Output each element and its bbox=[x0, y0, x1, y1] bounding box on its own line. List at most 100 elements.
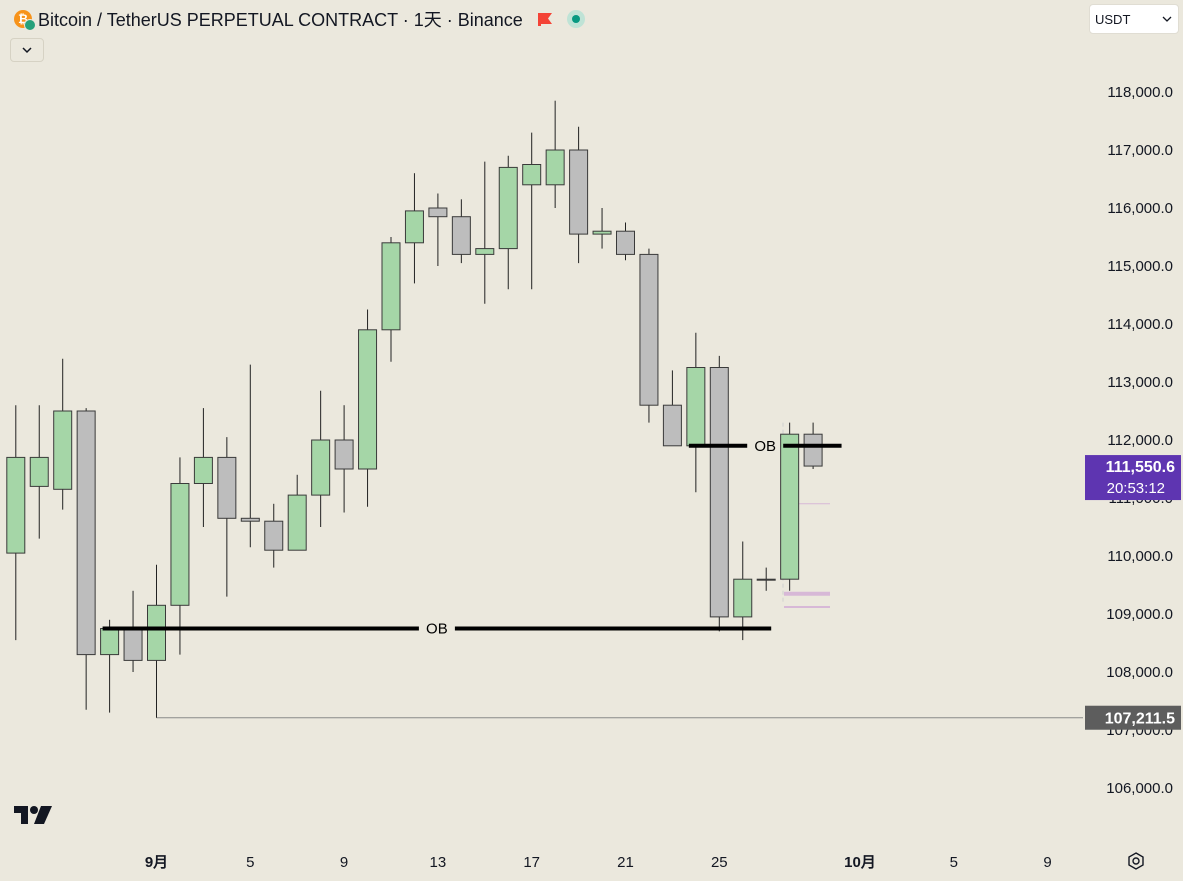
candle bbox=[358, 309, 378, 507]
time-tick-label: 9 bbox=[1043, 854, 1051, 871]
candle bbox=[616, 222, 635, 261]
price-tick-label: 108,000.0 bbox=[1106, 664, 1173, 681]
order-block-label: OB bbox=[426, 621, 448, 638]
candle-body bbox=[498, 166, 518, 250]
candle bbox=[147, 564, 166, 718]
tradingview-logo-icon[interactable] bbox=[14, 804, 52, 826]
time-tick-label: 13 bbox=[430, 854, 447, 871]
price-tick-label: 118,000.0 bbox=[1107, 84, 1173, 101]
price-tick-label: 116,000.0 bbox=[1107, 200, 1173, 217]
candle-body bbox=[217, 456, 237, 519]
candle-body bbox=[287, 494, 307, 551]
candle-body bbox=[358, 329, 378, 470]
time-axis[interactable]: 9月 5 9 13 17 21 25 10月 5 9 bbox=[145, 854, 1052, 871]
candles-layer bbox=[6, 100, 823, 718]
current-price-badge bbox=[1085, 455, 1181, 501]
collapse-legend-button[interactable] bbox=[10, 38, 44, 62]
candle-body bbox=[6, 456, 26, 554]
candle bbox=[6, 405, 26, 641]
candle bbox=[498, 155, 518, 290]
candle bbox=[522, 132, 542, 290]
candle bbox=[311, 390, 331, 527]
settings-icon[interactable] bbox=[1126, 851, 1146, 871]
price-tick-label: 113,000.0 bbox=[1107, 374, 1173, 391]
candle bbox=[569, 126, 589, 264]
candle bbox=[780, 422, 800, 591]
candle-body bbox=[53, 410, 73, 490]
candle-body bbox=[428, 207, 448, 218]
candle-body bbox=[100, 628, 120, 656]
candle-body bbox=[475, 248, 495, 255]
tether-icon bbox=[24, 19, 36, 31]
candle-body bbox=[733, 578, 753, 618]
candle-body bbox=[545, 149, 565, 186]
candle bbox=[662, 370, 682, 447]
price-axis[interactable]: 118,000.0 117,000.0 116,000.0 115,000.0 114,… bbox=[1106, 84, 1173, 797]
candle bbox=[123, 590, 143, 672]
time-tick-label: 21 bbox=[617, 854, 634, 871]
price-tick-label: 115,000.0 bbox=[1107, 258, 1173, 275]
candle-body bbox=[639, 253, 659, 406]
order-block-label: OB bbox=[754, 438, 776, 455]
candle-body bbox=[404, 210, 424, 244]
candle-body bbox=[29, 456, 49, 487]
time-tick-label: 9 bbox=[340, 854, 348, 871]
price-badges-layer: 111,550.6 20:53:12 107,211.5 bbox=[1085, 455, 1181, 730]
candle bbox=[545, 100, 565, 208]
chevron-down-icon bbox=[22, 47, 32, 54]
time-tick-label: 5 bbox=[950, 854, 958, 871]
candle-body bbox=[311, 439, 331, 496]
candle bbox=[170, 457, 190, 655]
chart-title[interactable]: Bitcoin / TetherUS PERPETUAL CONTRACT · … bbox=[38, 10, 523, 30]
time-tick-label: 5 bbox=[246, 854, 254, 871]
candle-body bbox=[780, 433, 800, 580]
candle bbox=[287, 474, 307, 551]
candle bbox=[475, 161, 495, 304]
candle-body bbox=[662, 404, 682, 447]
candle bbox=[29, 405, 49, 539]
candle-body bbox=[123, 628, 143, 661]
candle-body bbox=[616, 230, 635, 255]
candle bbox=[334, 405, 354, 513]
time-tick-label: 9月 bbox=[145, 854, 168, 871]
candle-body bbox=[522, 164, 542, 186]
order-block-layer: OB OB bbox=[102, 438, 842, 638]
candle bbox=[100, 619, 120, 713]
candle bbox=[733, 541, 753, 641]
candle-body bbox=[147, 604, 166, 661]
candle-body bbox=[264, 520, 284, 551]
candle bbox=[53, 358, 73, 510]
price-tick-label: 106,000.0 bbox=[1106, 780, 1173, 797]
price-tick-label: 112,000.0 bbox=[1107, 432, 1173, 449]
time-tick-label: 17 bbox=[523, 854, 540, 871]
time-tick-label: 25 bbox=[711, 854, 728, 871]
candle bbox=[76, 408, 96, 710]
candle bbox=[451, 199, 471, 264]
candle bbox=[217, 437, 237, 597]
candle-body bbox=[709, 367, 729, 618]
candle bbox=[639, 248, 659, 423]
candle-body bbox=[451, 216, 471, 255]
candle-body bbox=[170, 483, 190, 606]
level-price-label: 107,211.5 bbox=[1105, 711, 1175, 728]
candle bbox=[381, 237, 401, 362]
candle bbox=[756, 567, 776, 591]
candle bbox=[428, 193, 448, 266]
price-tick-label: 109,000.0 bbox=[1106, 606, 1173, 623]
candle bbox=[404, 173, 424, 284]
annotations-layer bbox=[156, 422, 1083, 719]
candle-countdown-label: 20:53:12 bbox=[1107, 480, 1165, 497]
candle bbox=[686, 332, 706, 493]
current-price-label: 111,550.6 bbox=[1106, 459, 1176, 476]
market-status-icon[interactable] bbox=[566, 10, 585, 28]
currency-select[interactable]: USDT bbox=[1089, 4, 1179, 34]
bitcoin-icon: ₿ bbox=[14, 10, 36, 31]
time-tick-label: 10月 bbox=[844, 854, 876, 871]
chart-header: ₿ Bitcoin / TetherUS PERPETUAL CONTRACT … bbox=[0, 0, 1083, 38]
flag-icon[interactable] bbox=[537, 12, 553, 26]
candle bbox=[193, 408, 213, 527]
candle-body bbox=[334, 439, 354, 470]
candle bbox=[709, 355, 729, 632]
candle-body bbox=[381, 242, 401, 331]
